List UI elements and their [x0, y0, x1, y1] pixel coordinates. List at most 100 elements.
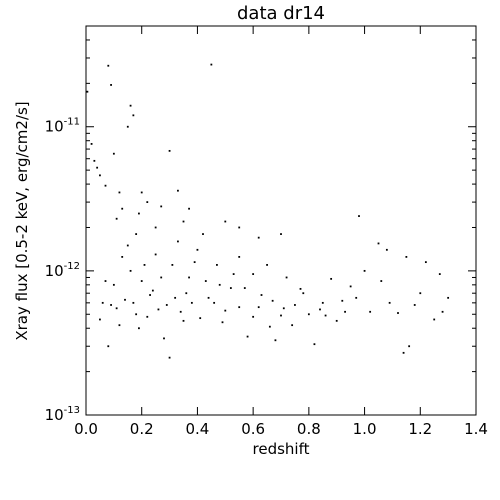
data-point: [424, 261, 427, 264]
data-point: [104, 280, 107, 282]
data-point: [319, 308, 321, 311]
data-point: [355, 296, 358, 299]
data-point: [132, 114, 135, 117]
data-point: [238, 256, 241, 258]
data-point: [252, 315, 255, 318]
data-point: [190, 301, 193, 304]
data-point: [179, 310, 182, 313]
data-point: [397, 312, 399, 314]
data-point: [388, 301, 391, 304]
data-point: [171, 264, 174, 266]
data-point: [135, 233, 138, 235]
data-point: [126, 244, 129, 247]
data-point: [93, 159, 96, 162]
data-point: [151, 289, 154, 292]
data-point: [224, 220, 227, 223]
data-point: [385, 248, 388, 251]
data-point: [257, 306, 260, 309]
data-point: [377, 242, 380, 245]
data-point: [216, 264, 218, 266]
data-point: [110, 84, 112, 86]
data-point: [107, 345, 110, 348]
x-tick-label: 0.0: [74, 420, 98, 438]
data-point: [294, 304, 296, 306]
data-point: [243, 287, 246, 289]
data-point: [143, 264, 146, 266]
data-point: [160, 205, 163, 208]
data-point: [138, 212, 140, 215]
data-point: [438, 273, 441, 275]
data-point: [174, 296, 177, 299]
data-point: [363, 269, 366, 272]
data-point: [419, 292, 422, 295]
data-point: [405, 256, 408, 258]
data-point: [163, 337, 165, 340]
data-point: [177, 240, 179, 243]
data-point: [380, 280, 383, 282]
data-point: [199, 317, 202, 320]
data-point: [168, 149, 171, 152]
data-point: [213, 301, 216, 304]
data-point: [138, 327, 140, 330]
data-point: [124, 298, 126, 301]
data-point: [402, 351, 405, 354]
data-point: [193, 261, 196, 264]
data-point: [204, 280, 207, 282]
data-point: [112, 283, 115, 286]
data-point: [299, 287, 302, 290]
data-point: [185, 292, 188, 295]
data-point: [182, 220, 185, 223]
data-point: [232, 273, 235, 275]
data-point: [221, 321, 224, 324]
data-point: [121, 207, 124, 210]
data-point: [107, 64, 110, 67]
data-point: [160, 276, 163, 279]
y-tick-label: 10-13: [45, 405, 80, 424]
data-point: [252, 273, 255, 275]
data-point: [282, 307, 285, 310]
data-point: [132, 301, 135, 304]
data-point: [330, 277, 333, 280]
data-point: [266, 264, 268, 266]
data-point: [154, 253, 157, 256]
data-point: [157, 308, 160, 311]
data-point: [99, 318, 101, 321]
x-tick-label: 1.2: [408, 420, 432, 438]
x-tick-label: 1.0: [353, 420, 377, 438]
data-point: [135, 313, 138, 316]
data-point: [121, 256, 124, 258]
data-point: [182, 319, 185, 322]
data-point: [96, 166, 99, 169]
data-point: [229, 287, 232, 289]
data-point: [140, 191, 143, 194]
data-point: [146, 315, 149, 318]
data-point: [218, 283, 221, 286]
data-point: [99, 174, 101, 177]
data-point: [101, 301, 104, 304]
data-point: [149, 294, 151, 296]
data-point: [118, 324, 121, 327]
data-point: [110, 304, 112, 306]
data-point: [104, 184, 107, 187]
data-point: [369, 310, 372, 313]
data-point: [224, 309, 227, 312]
x-tick-label: 0.2: [130, 420, 154, 438]
data-point: [324, 314, 327, 317]
data-point: [408, 345, 411, 348]
data-point: [118, 191, 121, 194]
data-point: [307, 313, 310, 316]
data-point: [260, 294, 263, 296]
data-point: [349, 285, 352, 288]
data-point: [413, 304, 416, 306]
chart-title: data dr14: [237, 3, 325, 24]
data-point: [129, 269, 132, 272]
axis-ticks: 0.0 0.2 0.4 0.6 0.8 1.0 1.2 1.4 10-13 10-12 10-11: [45, 25, 488, 438]
data-point: [335, 319, 338, 322]
data-point: [115, 307, 118, 310]
data-point: [433, 318, 436, 321]
data-point: [302, 292, 305, 295]
data-point: [140, 280, 143, 282]
data-point: [238, 226, 241, 229]
data-point: [154, 226, 157, 229]
